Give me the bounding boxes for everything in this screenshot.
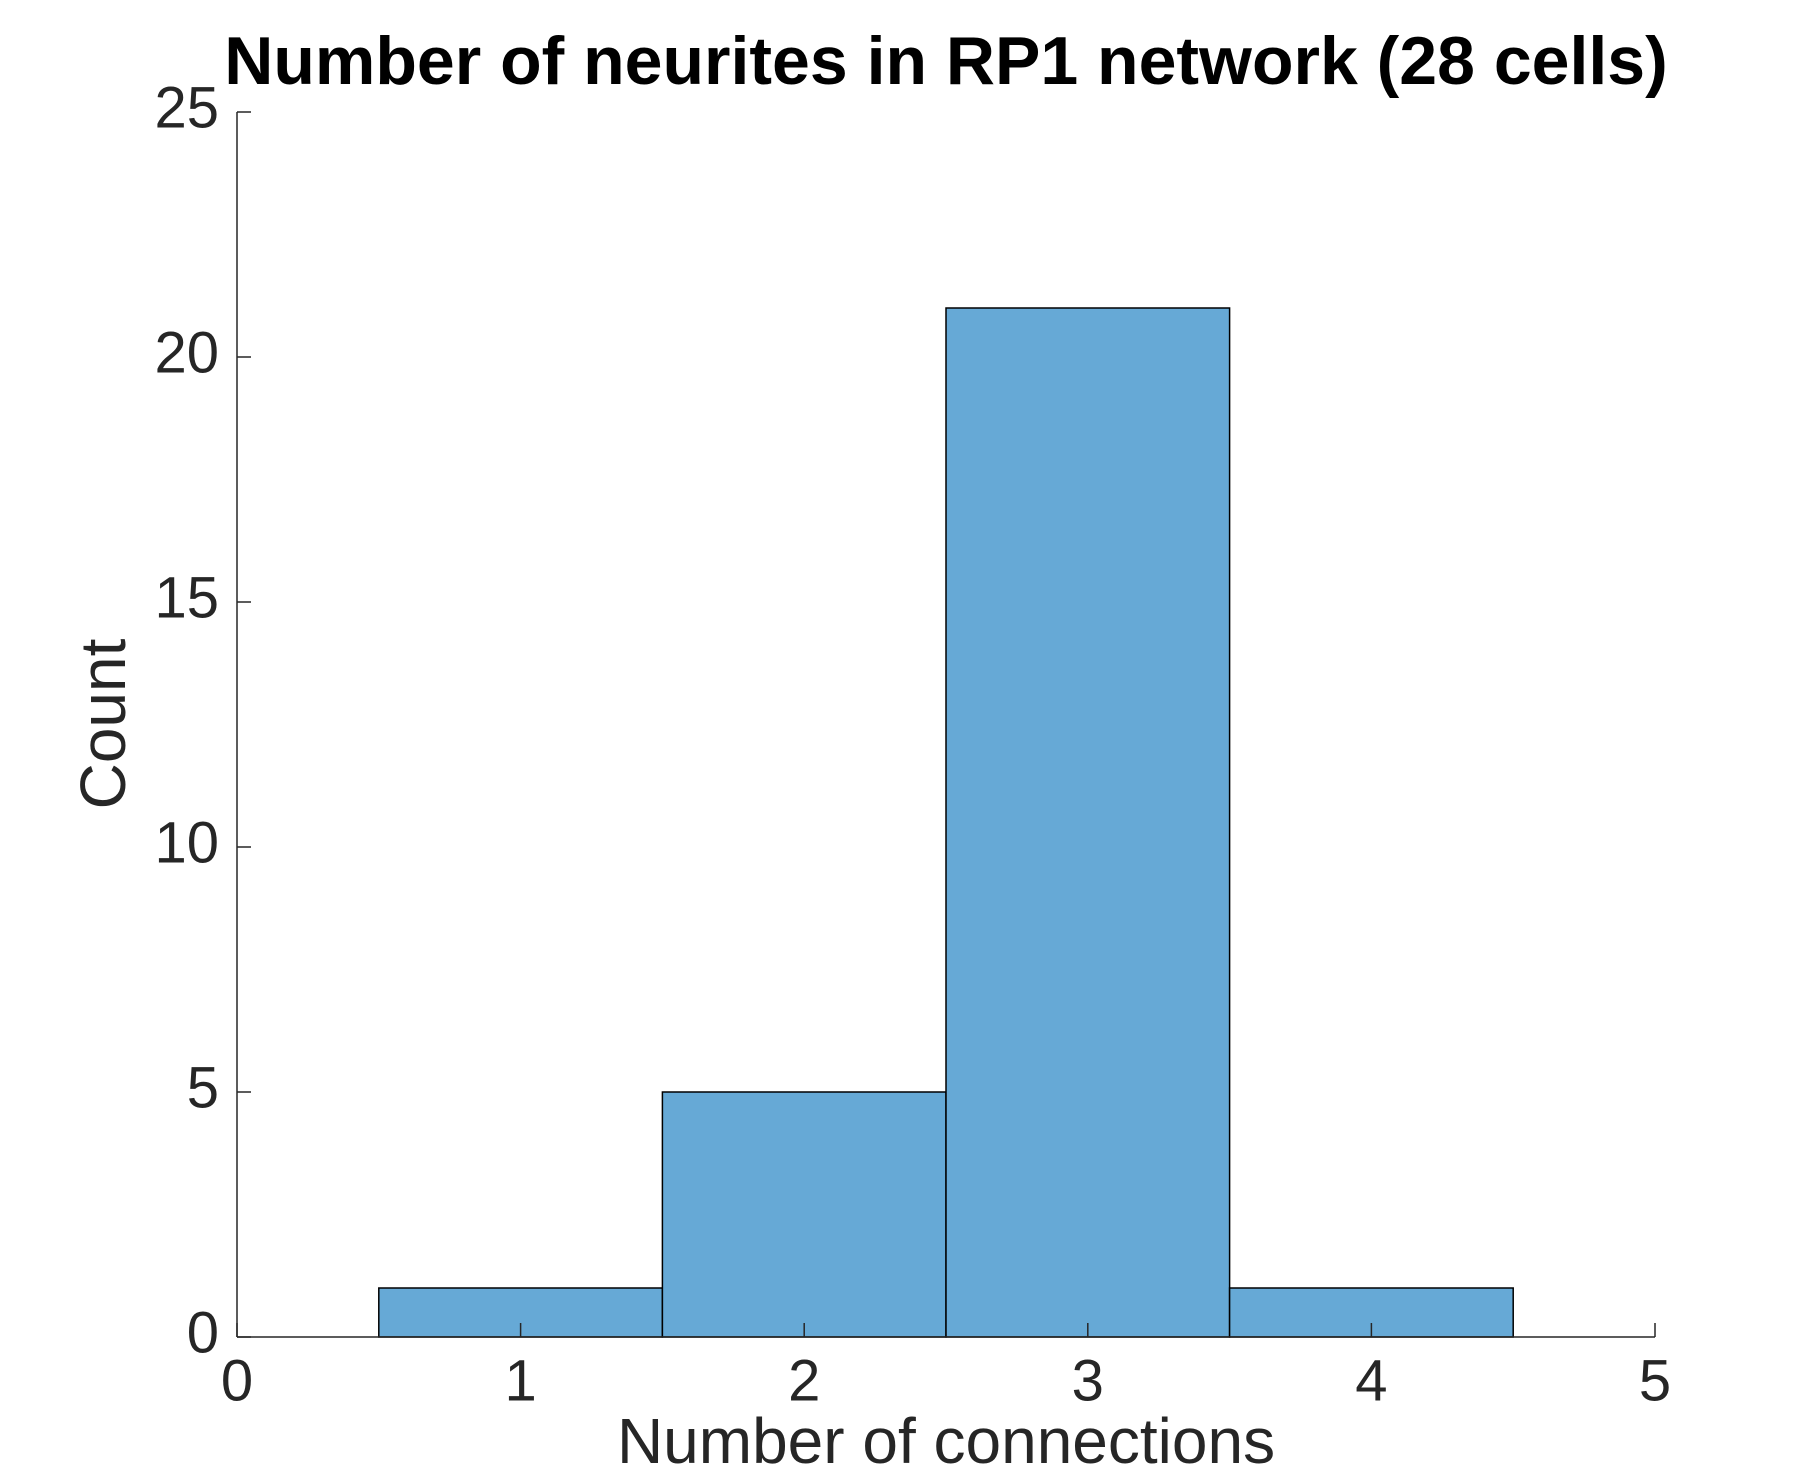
x-tick-label: 5 — [1639, 1348, 1671, 1413]
y-tick-label: 5 — [187, 1055, 219, 1120]
x-tick-label: 0 — [221, 1348, 253, 1413]
x-tick-label: 4 — [1355, 1348, 1387, 1413]
histogram-bar-3 — [945, 307, 1231, 1338]
y-tick-label: 0 — [187, 1300, 219, 1365]
x-tick-label: 2 — [788, 1348, 820, 1413]
y-axis-label: Count — [67, 638, 139, 809]
ticks-layer: 0 1 2 3 4 5 0 5 10 15 20 25 — [154, 75, 1671, 1413]
y-tick-label: 25 — [154, 75, 219, 140]
y-tick-label: 15 — [154, 565, 219, 630]
axes-layer — [236, 112, 1655, 1338]
histogram-bar-2 — [661, 1091, 947, 1338]
x-axis-label: Number of connections — [617, 1405, 1275, 1477]
x-tick-label: 1 — [504, 1348, 536, 1413]
chart-title: Number of neurites in RP1 network (28 ce… — [224, 23, 1667, 99]
bars-layer — [378, 307, 1514, 1338]
y-tick-label: 10 — [154, 810, 219, 875]
y-tick-label: 20 — [154, 320, 219, 385]
x-tick-label: 3 — [1072, 1348, 1104, 1413]
